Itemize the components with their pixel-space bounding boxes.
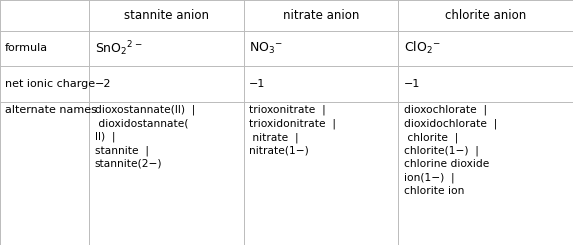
Text: −1: −1 <box>404 79 421 89</box>
Text: −2: −2 <box>95 79 111 89</box>
Text: NO$_3$$^{-}$: NO$_3$$^{-}$ <box>249 41 283 56</box>
Text: alternate names: alternate names <box>5 105 96 115</box>
Text: ClO$_2$$^{-}$: ClO$_2$$^{-}$ <box>404 40 441 56</box>
Text: nitrate anion: nitrate anion <box>282 9 359 22</box>
Text: SnO$_2$$^{2-}$: SnO$_2$$^{2-}$ <box>95 39 142 58</box>
Text: dioxostannate(II)  |
 dioxidostannate(
II)  |
stannite  |
stannite(2−): dioxostannate(II) | dioxidostannate( II)… <box>95 105 195 169</box>
Text: net ionic charge: net ionic charge <box>5 79 95 89</box>
Text: formula: formula <box>5 43 48 53</box>
Text: stannite anion: stannite anion <box>124 9 209 22</box>
Text: chlorite anion: chlorite anion <box>445 9 526 22</box>
Text: −1: −1 <box>249 79 266 89</box>
Text: trioxonitrate  |
trioxidonitrate  |
 nitrate  |
nitrate(1−): trioxonitrate | trioxidonitrate | nitrat… <box>249 105 336 156</box>
Text: dioxochlorate  |
dioxidochlorate  |
 chlorite  |
chlorite(1−)  |
chlorine dioxid: dioxochlorate | dioxidochlorate | chlori… <box>404 105 497 196</box>
